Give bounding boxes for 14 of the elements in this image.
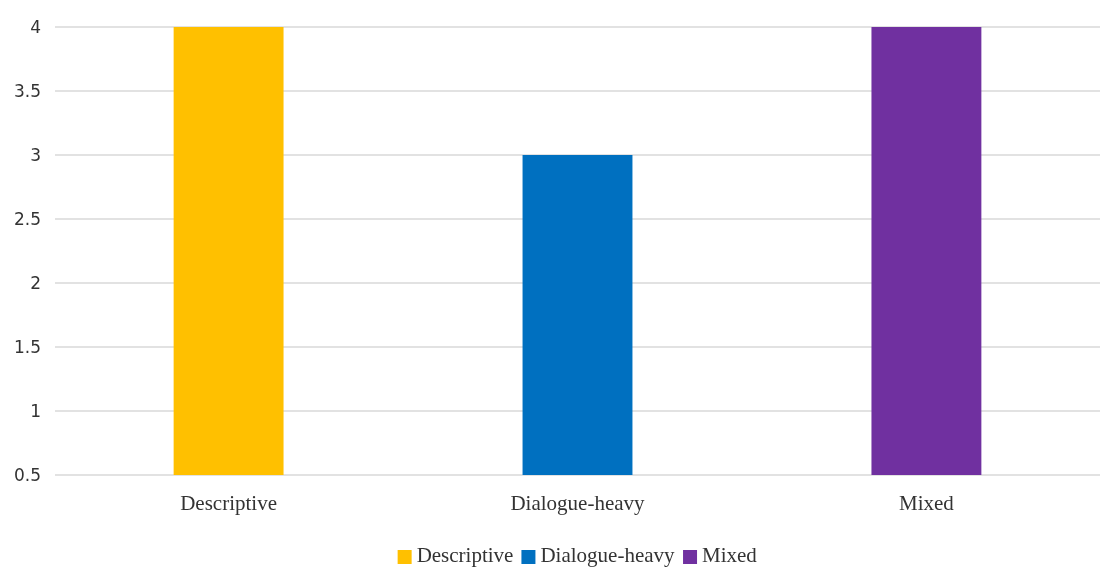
- y-tick-label: 1.5: [13, 336, 41, 357]
- legend-label: Dialogue-heavy: [540, 543, 676, 567]
- x-tick-label: Mixed: [899, 490, 955, 515]
- y-tick-label: 0.5: [13, 464, 41, 485]
- y-tick-label: 3.5: [13, 80, 41, 101]
- y-tick-label: 2: [30, 272, 41, 293]
- x-tick-label: Descriptive: [180, 490, 277, 515]
- legend-label: Mixed: [702, 543, 758, 567]
- y-tick-label: 3: [30, 144, 41, 165]
- legend-label: Descriptive: [416, 543, 514, 567]
- x-tick-label: Dialogue-heavy: [510, 490, 646, 515]
- y-tick-label: 4: [30, 16, 41, 37]
- y-tick-label: 2.5: [13, 208, 41, 229]
- y-tick-label: 1: [30, 400, 41, 421]
